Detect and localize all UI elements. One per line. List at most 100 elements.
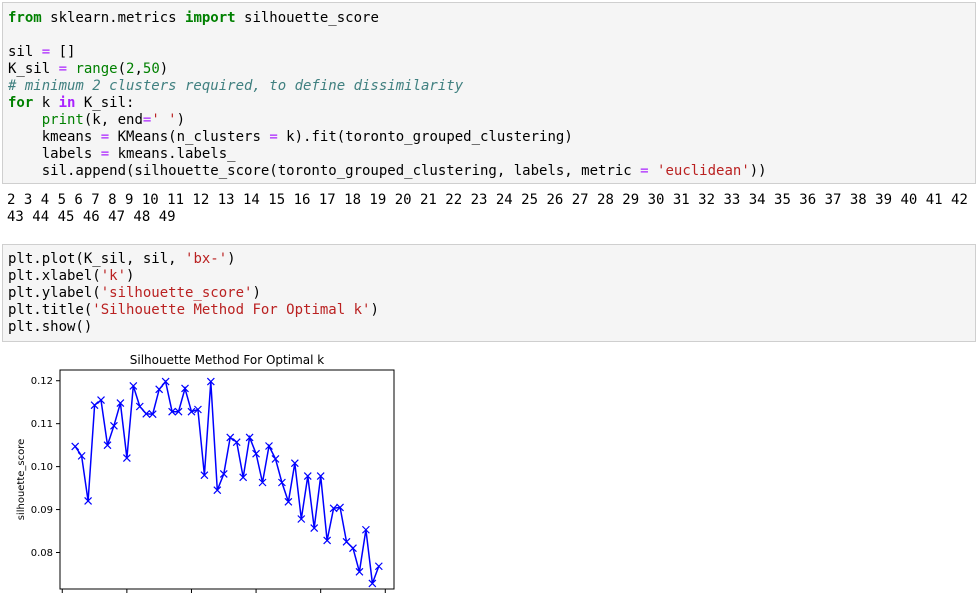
y-axis-label: silhouette_score — [16, 439, 27, 521]
code-token: K_sil — [8, 61, 59, 77]
code-token: 'silhouette_score' — [100, 285, 253, 301]
code-line: plt.title('Silhouette Method For Optimal… — [8, 302, 975, 319]
code-token: )) — [749, 163, 767, 179]
data-point-marker — [219, 469, 228, 478]
y-tick-label: 0.10 — [31, 462, 53, 473]
data-point-marker — [368, 579, 377, 588]
data-point-marker — [252, 449, 260, 458]
code-token: 'bx-' — [185, 251, 228, 267]
data-point-marker — [84, 497, 93, 505]
code-token: ) — [370, 302, 379, 318]
code-line: plt.plot(K_sil, sil, 'bx-') — [8, 251, 975, 268]
data-point-marker — [310, 524, 319, 532]
code-line: plt.xlabel('k') — [8, 268, 975, 285]
code-token: sil — [8, 44, 42, 60]
code-token — [649, 163, 657, 179]
data-point-marker — [336, 503, 344, 512]
data-point-marker — [316, 472, 325, 480]
code-token: kmeans.labels_ — [109, 146, 236, 162]
data-point-marker — [187, 407, 196, 416]
data-point-marker — [122, 454, 131, 462]
code-line: plt.ylabel('silhouette_score') — [8, 285, 975, 302]
code-line: K_sil = range(2,50) — [8, 61, 975, 78]
data-point-marker — [265, 442, 273, 450]
data-point-marker — [297, 515, 306, 523]
data-point-marker — [90, 401, 99, 410]
code-line: # minimum 2 clusters required, to define… — [8, 78, 975, 95]
code-token: ) — [159, 61, 169, 77]
code-token: from — [8, 10, 42, 26]
code-token: = — [640, 163, 649, 179]
code-token: 50 — [142, 61, 160, 77]
code-token: KMeans(n_clusters — [109, 129, 270, 145]
data-point-marker — [97, 396, 105, 404]
data-point-marker — [206, 377, 215, 386]
code-token: = — [100, 129, 110, 145]
code-token: (k, end — [83, 112, 143, 128]
data-point-marker — [161, 377, 170, 386]
code-line — [8, 27, 975, 44]
chart-title: Silhouette Method For Optimal k — [130, 353, 325, 367]
code-token: import — [185, 10, 236, 26]
code-line: labels = kmeans.labels_ — [8, 146, 975, 163]
code-token: = — [58, 61, 68, 77]
code-cell-1[interactable]: from sklearn.metrics import silhouette_s… — [2, 2, 976, 184]
code-line: sil.append(silhouette_score(toronto_grou… — [8, 163, 975, 180]
code-token: plt.plot(K_sil, sil, — [8, 251, 186, 267]
data-point-marker — [323, 536, 332, 545]
code-token: ) — [252, 285, 261, 301]
code-token: kmeans — [8, 129, 101, 145]
y-tick-label: 0.09 — [31, 505, 53, 516]
data-point-marker — [349, 544, 357, 553]
code-token: 2 — [126, 61, 135, 77]
code-token: = — [100, 146, 110, 162]
data-point-marker — [303, 472, 312, 480]
code-cell-2-source[interactable]: plt.plot(K_sil, sil, 'bx-') plt.xlabel('k… — [3, 251, 975, 336]
data-point-marker — [71, 442, 80, 451]
data-point-marker — [355, 567, 364, 576]
data-point-marker — [271, 454, 280, 463]
code-cell-2[interactable]: plt.plot(K_sil, sil, 'bx-') plt.xlabel('k… — [2, 244, 976, 342]
code-token: plt.show() — [8, 319, 93, 335]
code-token: 'Silhouette Method For Optimal k' — [92, 302, 371, 318]
data-point-marker — [194, 405, 202, 414]
code-token: ( — [117, 61, 127, 77]
data-point-marker — [226, 433, 235, 442]
data-point-marker — [290, 459, 299, 468]
code-token: plt.xlabel( — [8, 268, 101, 284]
code-token: , — [134, 61, 143, 77]
series-line — [74, 379, 380, 584]
data-point-marker — [342, 537, 351, 546]
data-point-marker — [103, 441, 112, 450]
code-token: sklearn.metrics — [41, 10, 186, 26]
data-point-marker — [116, 399, 125, 407]
data-point-marker — [168, 407, 177, 416]
y-tick-label: 0.08 — [31, 548, 53, 559]
data-point-marker — [174, 407, 183, 416]
data-point-marker — [232, 438, 241, 447]
data-point-marker — [258, 478, 267, 487]
data-point-marker — [329, 504, 338, 513]
code-token: K_sil: — [75, 95, 135, 111]
code-token: 'k' — [100, 268, 127, 284]
data-point-marker — [374, 562, 383, 571]
data-point-marker — [284, 497, 293, 506]
data-point-marker — [239, 473, 248, 482]
silhouette-chart: Silhouette Method For Optimal k silhouet… — [16, 353, 395, 593]
plot-area: 0.08 0.09 0.10 0.11 0.12 — [31, 369, 395, 593]
code-token: k — [33, 95, 59, 111]
data-point-marker — [77, 451, 86, 460]
y-tick-label: 0.11 — [31, 419, 53, 430]
code-token: sil.append(silhouette_score(toronto_grou… — [8, 163, 641, 179]
data-point-marker — [135, 402, 144, 411]
code-token: k).fit(toronto_grouped_clustering) — [277, 129, 573, 145]
code-token: ) — [227, 251, 236, 267]
code-token: labels — [8, 146, 101, 162]
code-line: sil = [] — [8, 44, 975, 61]
data-point-marker — [361, 525, 370, 534]
code-token: [] — [50, 44, 76, 60]
code-cell-1-source[interactable]: from sklearn.metrics import silhouette_s… — [3, 10, 975, 180]
code-token: = — [142, 112, 152, 128]
code-token: in — [58, 95, 76, 111]
code-line: for k in K_sil: — [8, 95, 975, 112]
